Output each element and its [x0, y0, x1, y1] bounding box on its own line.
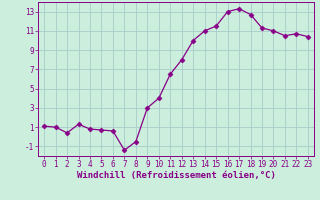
X-axis label: Windchill (Refroidissement éolien,°C): Windchill (Refroidissement éolien,°C): [76, 171, 276, 180]
